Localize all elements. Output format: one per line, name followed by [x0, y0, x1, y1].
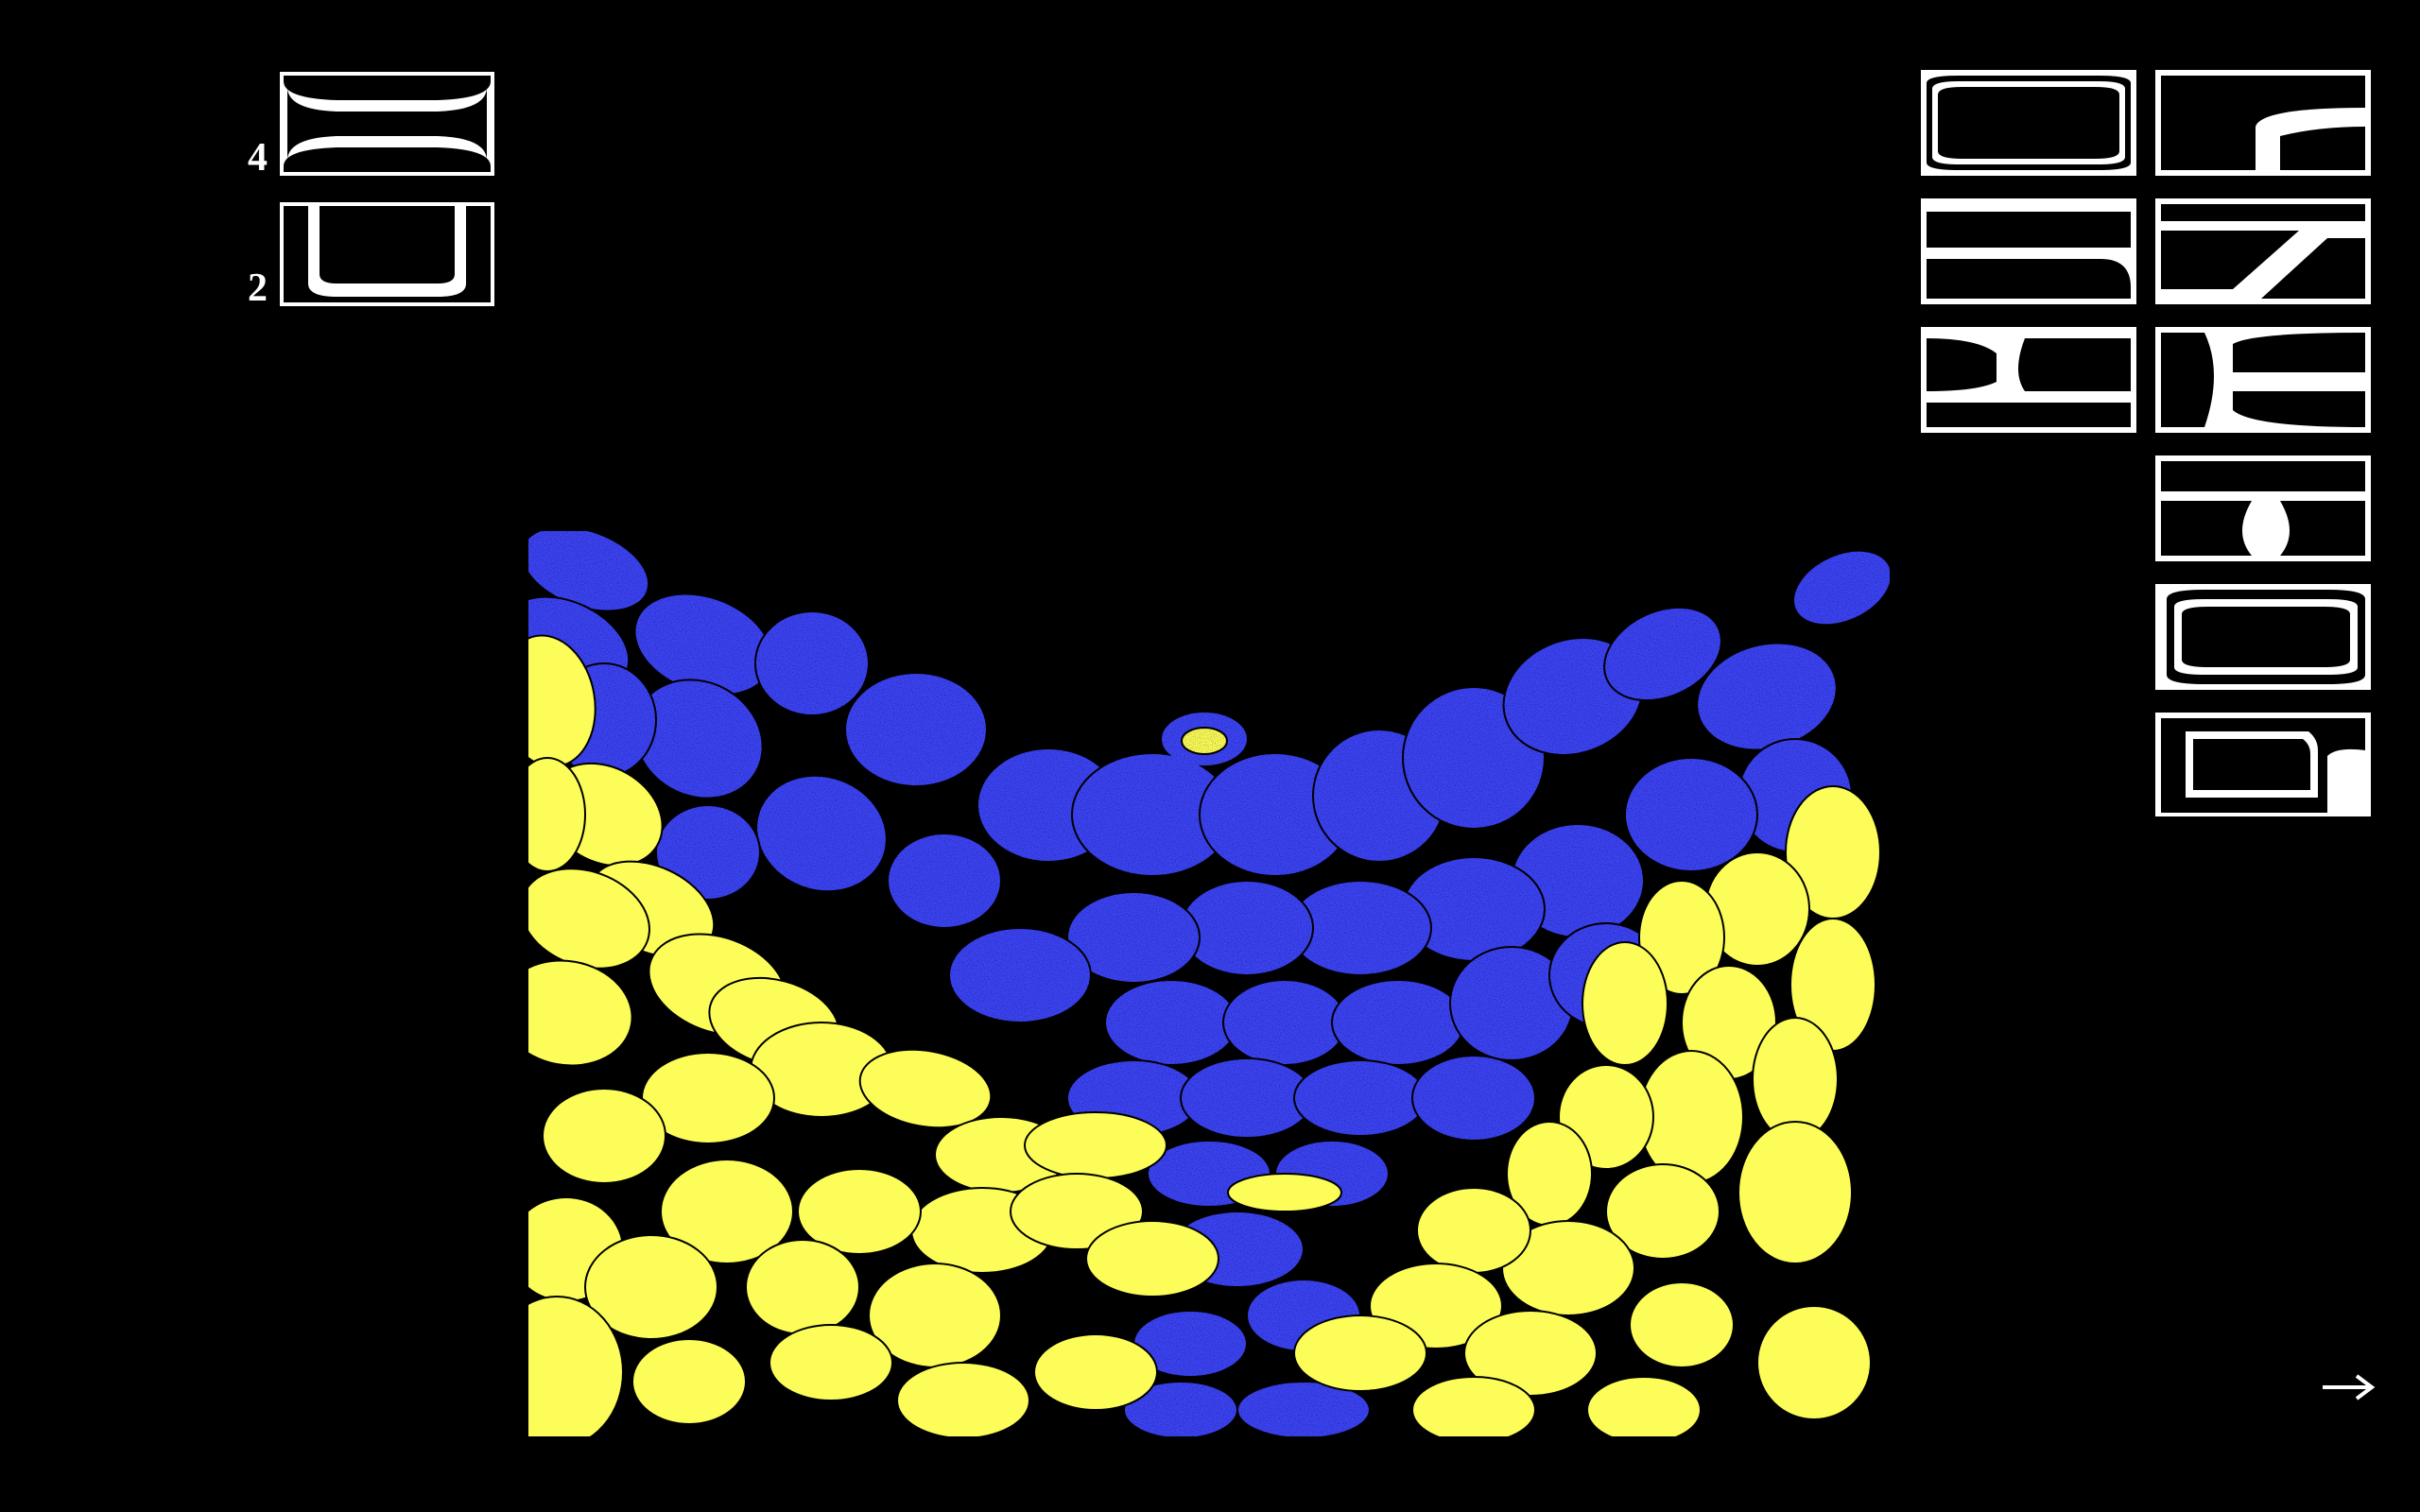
page-counter-current: 4	[248, 136, 268, 180]
display-title-artwork	[1921, 70, 2371, 818]
arrow-right-icon	[2323, 1374, 2376, 1400]
counter-current-glyph	[280, 72, 494, 176]
next-arrow-button[interactable]	[2321, 1368, 2377, 1406]
hero-illustration	[528, 531, 1890, 1436]
page-counter: 4 2	[248, 72, 498, 308]
petal-artwork	[528, 531, 1890, 1436]
display-title	[1921, 70, 2375, 818]
counter-total-glyph	[280, 202, 494, 306]
page-counter-total: 2	[248, 266, 268, 310]
